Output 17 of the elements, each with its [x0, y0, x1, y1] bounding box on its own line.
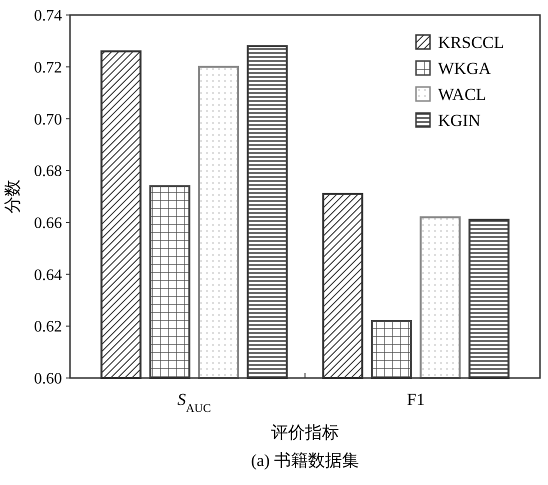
- y-axis-title: 分数: [3, 180, 22, 214]
- legend-label: KRSCCL: [438, 32, 504, 52]
- x-axis-title: 评价指标: [271, 423, 339, 442]
- y-tick-label: 0.70: [34, 111, 62, 128]
- y-tick-label: 0.66: [34, 215, 62, 232]
- y-tick-label: 0.74: [34, 8, 62, 25]
- legend-label: WACL: [438, 84, 486, 104]
- x-tick-label: F1: [406, 390, 425, 409]
- y-tick-label: 0.62: [34, 318, 62, 336]
- text: (a) 书籍数据集: [250, 451, 360, 470]
- y-tick-label: 0.68: [34, 163, 62, 180]
- legend-label: WKGA: [438, 58, 492, 78]
- y-tick-label: 0.72: [34, 59, 62, 76]
- x-tick-label: S$_{AUC}$: [177, 390, 212, 415]
- legend-label: KGIN: [438, 110, 480, 130]
- y-tick-label: 0.60: [34, 370, 62, 388]
- y-tick-label: 0.64: [34, 266, 62, 284]
